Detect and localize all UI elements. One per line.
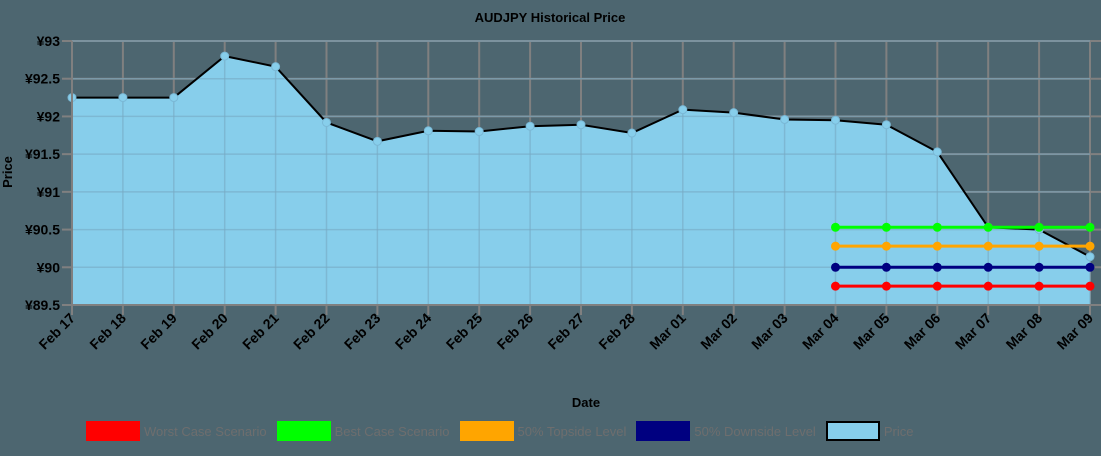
x-tick-label: Mar 01	[646, 310, 689, 353]
y-tick-label: ¥92.5	[25, 71, 60, 87]
y-tick-label: ¥92	[37, 108, 61, 124]
legend-item-downside[interactable]: 50% Downside Level	[636, 421, 816, 441]
scenario-lines	[831, 222, 1095, 291]
x-tick-label: Feb 24	[392, 310, 435, 353]
x-tick-label: Feb 27	[544, 310, 587, 353]
legend-label: Best Case Scenario	[334, 423, 450, 439]
x-tick-label: Feb 23	[341, 310, 384, 353]
legend: Worst Case Scenario Best Case Scenario 5…	[86, 421, 923, 441]
x-tick-label: Feb 22	[290, 310, 333, 353]
legend-swatch-navy	[636, 421, 691, 441]
legend-swatch-green	[276, 421, 331, 441]
x-tick-label: Feb 28	[595, 310, 638, 353]
legend-item-topside[interactable]: 50% Topside Level	[459, 421, 627, 441]
legend-label: 50% Downside Level	[694, 423, 816, 439]
legend-swatch-red	[86, 421, 140, 441]
legend-label: 50% Topside Level	[517, 423, 627, 439]
x-tick-label: Mar 06	[901, 310, 944, 353]
y-axis-label: Price	[0, 156, 15, 188]
legend-label: Worst Case Scenario	[144, 423, 267, 439]
x-tick-label: Mar 04	[799, 310, 842, 353]
x-tick-label: Mar 02	[697, 310, 740, 353]
x-tick-label: Mar 05	[850, 310, 893, 353]
y-tick-label: ¥89.5	[25, 297, 60, 313]
y-tick-label: ¥90.5	[25, 222, 60, 238]
x-tick-label: Mar 09	[1053, 310, 1096, 353]
y-tick-label: ¥93	[37, 33, 61, 49]
x-tick-label: Mar 03	[748, 310, 791, 353]
x-axis: Feb 17 Feb 18 Feb 19 Feb 20 Feb 21 Feb 22 Feb …	[35, 304, 1101, 353]
legend-item-worst-case[interactable]: Worst Case Scenario	[86, 421, 267, 441]
x-tick-label: Feb 19	[137, 310, 180, 353]
x-tick-label: Feb 20	[188, 310, 231, 353]
legend-swatch-skyblue	[825, 421, 880, 441]
y-tick-label: ¥91	[37, 184, 61, 200]
x-tick-label: Mar 08	[1003, 310, 1046, 353]
x-tick-label: Feb 18	[86, 310, 129, 353]
y-tick-label: ¥90	[37, 259, 61, 275]
x-tick-label: Feb 21	[239, 310, 282, 353]
chart-title: AUDJPY Historical Price	[475, 10, 626, 25]
x-axis-label: Date	[572, 395, 600, 410]
y-axis: ¥89.5 ¥90 ¥90.5 ¥91 ¥91.5 ¥92 ¥92.5 ¥93	[25, 33, 73, 313]
x-tick-label: Feb 25	[443, 310, 486, 353]
x-tick-label: Feb 26	[494, 310, 537, 353]
y-tick-label: ¥91.5	[25, 146, 60, 162]
legend-item-price[interactable]: Price	[825, 421, 914, 441]
legend-item-best-case[interactable]: Best Case Scenario	[276, 421, 450, 441]
x-tick-label: Feb 17	[35, 310, 78, 353]
x-tick-label: Mar 07	[952, 310, 995, 353]
legend-label: Price	[883, 423, 914, 439]
legend-swatch-orange	[459, 421, 514, 441]
